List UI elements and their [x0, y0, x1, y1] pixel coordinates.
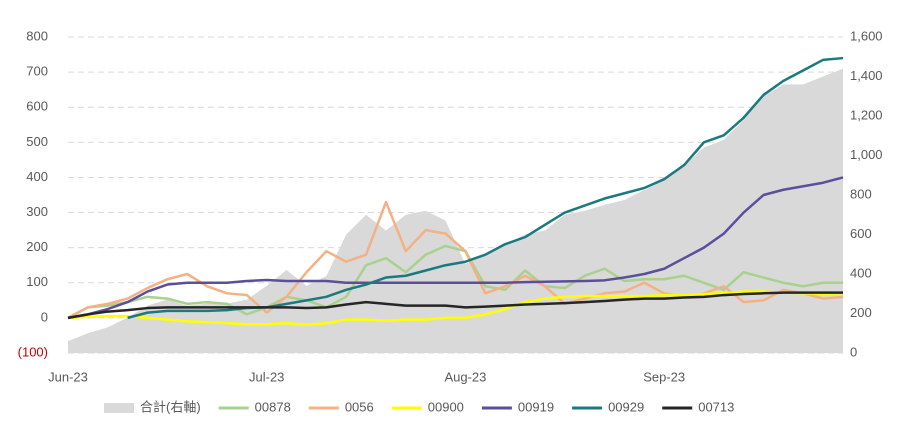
- legend-label: 合計(右軸): [140, 399, 201, 414]
- y2-tick-label: 1,200: [850, 107, 883, 122]
- x-tick-label: Sep-23: [643, 369, 685, 384]
- y2-tick-label: 200: [850, 305, 872, 320]
- y-tick-label: 700: [26, 64, 48, 79]
- legend-label: 00919: [518, 399, 554, 414]
- line: [67, 176, 844, 320]
- line: [67, 291, 843, 320]
- legend-label: 00900: [428, 399, 464, 414]
- y2-tick-label: 1,400: [850, 68, 883, 83]
- line: [67, 244, 843, 319]
- legend-label: 00878: [255, 399, 291, 414]
- legend-label: 00929: [608, 399, 644, 414]
- y-tick-label: 0: [41, 309, 48, 324]
- legend-label: 0056: [345, 399, 374, 414]
- y-tick-label: 600: [26, 99, 48, 114]
- y2-tick-label: 0: [850, 344, 857, 359]
- y-tick-label: 300: [26, 204, 48, 219]
- y-tick-label: 500: [26, 134, 48, 149]
- x-tick-label: Aug-23: [444, 369, 486, 384]
- line: [67, 200, 844, 319]
- line: [67, 290, 844, 327]
- legend-label: 00713: [698, 399, 734, 414]
- y2-tick-label: 600: [850, 226, 872, 241]
- y2-tick-label: 800: [850, 186, 872, 201]
- y-tick-label: (100): [18, 344, 48, 359]
- y-tick-label: 200: [26, 239, 48, 254]
- x-tick-label: Jul-23: [249, 369, 284, 384]
- y-tick-label: 400: [26, 169, 48, 184]
- y2-tick-label: 1,000: [850, 147, 883, 162]
- y-tick-label: 800: [26, 28, 48, 43]
- area: [68, 68, 843, 353]
- x-tick-label: Jun-23: [48, 369, 88, 384]
- y2-tick-label: 1,600: [850, 28, 883, 43]
- legend-swatch: [104, 403, 134, 413]
- y-tick-label: 100: [26, 274, 48, 289]
- y2-tick-label: 400: [850, 265, 872, 280]
